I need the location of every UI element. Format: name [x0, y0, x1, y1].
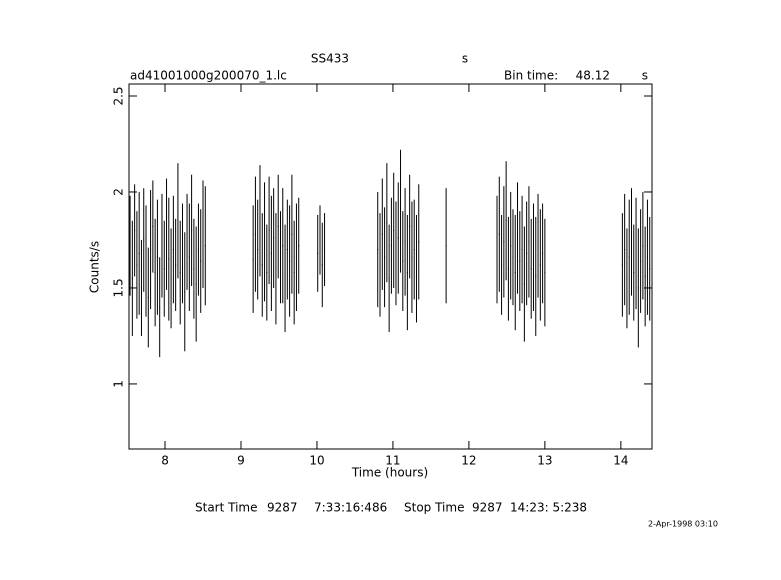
x-tick-label: 12: [461, 454, 476, 468]
date-stamp: 2-Apr-1998 03:10: [648, 520, 718, 529]
bin-time-label: Bin time:: [504, 69, 558, 83]
x-tick-label: 8: [161, 454, 169, 468]
stop-label: Stop Time: [404, 501, 464, 515]
y-tick-label: 1.5: [112, 278, 126, 297]
start-day: 9287: [267, 501, 298, 515]
start-time: 7:33:16:486: [314, 501, 387, 515]
x-tick-label: 9: [237, 454, 245, 468]
x-tick-label: 11: [385, 454, 400, 468]
start-label: Start Time: [195, 501, 258, 515]
y-tick-label: 2: [112, 188, 126, 196]
x-tick-label: 14: [613, 454, 628, 468]
x-tick-label: 13: [537, 454, 552, 468]
plot-frame: [128, 83, 653, 450]
chart-title: SS433: [311, 52, 349, 66]
y-axis-label: Counts/s: [88, 241, 102, 293]
stop-time: 14:23: 5:238: [510, 501, 587, 515]
x-axis-label: Time (hours): [351, 466, 428, 480]
file-name: ad41001000g200070_1.lc: [130, 69, 287, 83]
bin-time-unit: s: [642, 69, 648, 83]
x-tick-label: 10: [309, 454, 324, 468]
stop-day: 9287: [472, 501, 503, 515]
y-tick-label: 1: [112, 380, 126, 388]
y-tick-label: 2.5: [112, 86, 126, 105]
title-unit: s: [462, 52, 468, 66]
bin-time: 48.12: [576, 69, 610, 83]
